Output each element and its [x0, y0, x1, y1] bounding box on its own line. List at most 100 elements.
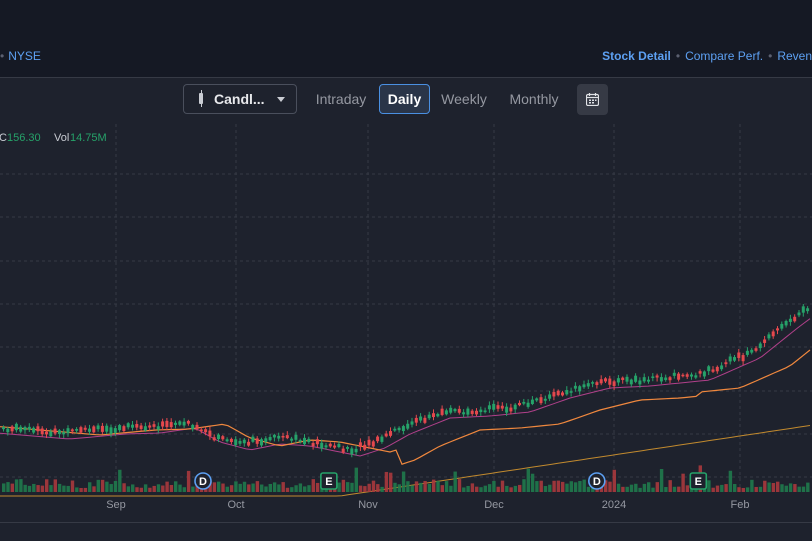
nav-revenue[interactable]: Reven	[777, 49, 812, 63]
candle-body	[2, 427, 5, 430]
candle-body	[401, 426, 405, 432]
chart-type-dropdown[interactable]: Candl...	[183, 84, 297, 114]
tab-daily[interactable]: Daily	[379, 84, 430, 114]
volume-bar	[466, 485, 470, 492]
volume-bar	[6, 482, 10, 492]
candle-body	[414, 417, 418, 423]
candle-body	[479, 409, 483, 413]
candle-body	[143, 426, 147, 431]
volume-bar	[552, 480, 556, 492]
volume-bar	[389, 472, 393, 492]
volume-bar	[156, 484, 161, 492]
volume-bar	[655, 482, 659, 492]
candle-body	[500, 405, 504, 409]
volume-bar	[62, 485, 66, 492]
candle-body	[668, 377, 672, 381]
volume-bar	[771, 482, 776, 492]
volume-bar	[475, 486, 479, 492]
candle-body	[715, 366, 719, 372]
volume-bar	[634, 483, 638, 492]
candle-body	[229, 438, 233, 443]
candle-body	[14, 423, 18, 431]
volume-bar	[229, 485, 234, 492]
candle-body	[191, 424, 195, 430]
candle-body	[565, 390, 569, 395]
candle-body	[363, 444, 367, 450]
candle-body	[694, 375, 698, 378]
volume-bar	[599, 487, 604, 492]
volume-bar	[586, 486, 591, 492]
volume-bar	[251, 483, 255, 492]
volume-bar	[393, 482, 397, 492]
volume-bar	[14, 479, 19, 492]
volume-bar	[113, 480, 118, 492]
calendar-button[interactable]	[577, 84, 608, 115]
candle-body	[27, 426, 31, 430]
candle-body	[165, 420, 169, 427]
candle-body	[186, 420, 190, 424]
volume-bar	[208, 481, 212, 492]
candle-body	[647, 379, 650, 382]
nav-stock-detail[interactable]: Stock Detail	[602, 49, 671, 63]
candle-body	[586, 383, 590, 387]
nav-compare-perf[interactable]: Compare Perf.	[685, 49, 764, 63]
volume-bar	[397, 484, 401, 492]
volume-bar	[685, 485, 690, 492]
candle-body	[616, 378, 620, 383]
volume-bar	[363, 486, 367, 492]
tab-intraday[interactable]: Intraday	[315, 91, 367, 107]
volume-bar	[427, 483, 432, 492]
volume-bar	[414, 481, 419, 492]
volume-bar	[371, 480, 376, 492]
ohlc-close-label: C	[0, 132, 7, 144]
volume-bar	[801, 486, 806, 492]
volume-bar	[281, 482, 285, 492]
calendar-icon	[586, 93, 599, 106]
event-marker-label: E	[325, 476, 332, 488]
volume-bar	[492, 480, 496, 492]
candle-body	[685, 374, 689, 377]
candles	[2, 304, 810, 458]
price-chart[interactable]: D E D E Sep Oct Nov Dec 2024 Feb C 156.30 Vol 14…	[0, 124, 812, 514]
candle-body	[642, 377, 646, 382]
candle-body	[651, 376, 655, 379]
candle-body	[62, 432, 66, 435]
candle-body	[195, 424, 199, 429]
candle-body	[509, 407, 513, 412]
candle-body	[346, 447, 349, 449]
candle-body	[440, 408, 444, 415]
exchange-name: NYSE	[8, 49, 41, 63]
candle-body	[109, 427, 113, 434]
volume-bar	[255, 481, 260, 492]
volume-bar	[780, 484, 784, 492]
volume-bar	[711, 487, 715, 492]
candle-body	[264, 438, 268, 442]
candle-body	[591, 382, 595, 384]
volume-bar	[728, 470, 733, 492]
volume-bar	[217, 481, 221, 492]
candle-body	[148, 425, 152, 428]
candle-body	[92, 426, 96, 433]
candle-body	[522, 401, 526, 404]
volume-bar	[307, 485, 311, 492]
candle-body	[750, 349, 754, 353]
candle-body	[126, 423, 130, 428]
candle-body	[711, 369, 715, 372]
volume-bar	[23, 484, 27, 492]
candle-body	[496, 405, 500, 409]
tab-weekly[interactable]: Weekly	[441, 91, 487, 107]
volume-bar	[174, 481, 178, 492]
volume-bar	[191, 486, 195, 492]
candle-body	[436, 413, 440, 417]
volume-bar	[444, 481, 449, 492]
candle-body	[754, 348, 758, 351]
volume-bar	[277, 484, 281, 492]
volume-bar	[109, 484, 113, 492]
volume-bar	[10, 483, 14, 492]
tab-monthly[interactable]: Monthly	[509, 91, 559, 107]
candle-body	[384, 433, 388, 437]
candle-body	[122, 426, 126, 432]
candle-body	[100, 425, 104, 432]
candle-body	[427, 414, 431, 419]
